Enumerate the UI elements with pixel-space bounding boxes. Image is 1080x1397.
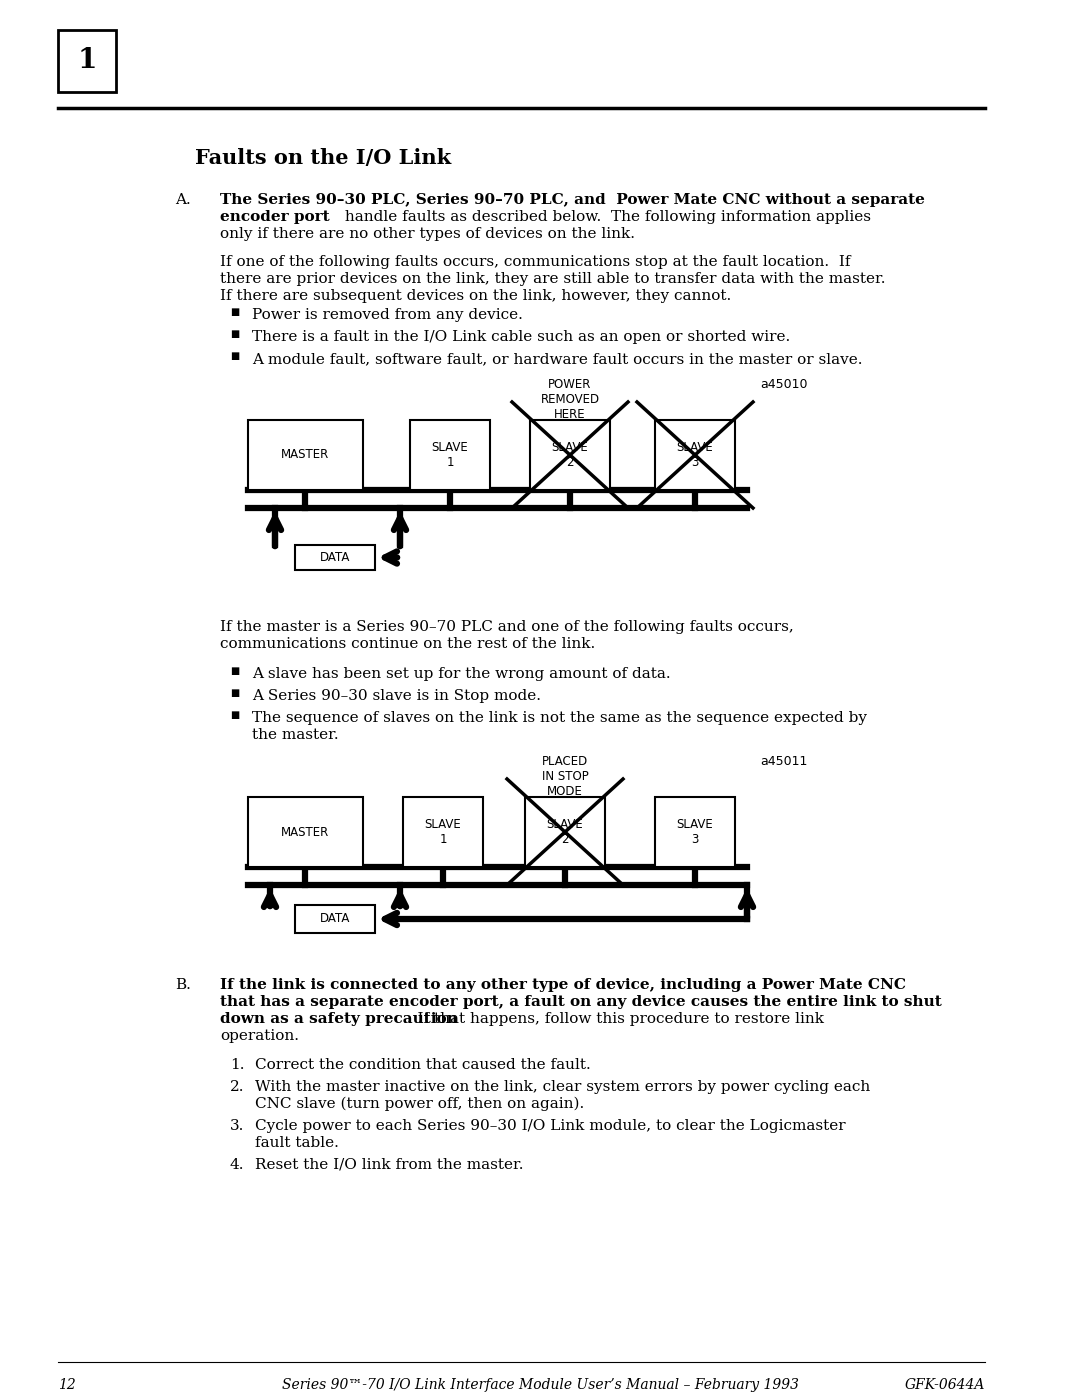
Text: A Series 90–30 slave is in Stop mode.: A Series 90–30 slave is in Stop mode.	[252, 689, 541, 703]
Text: A slave has been set up for the wrong amount of data.: A slave has been set up for the wrong am…	[252, 666, 671, 680]
Text: The sequence of slaves on the link is not the same as the sequence expected by: The sequence of slaves on the link is no…	[252, 711, 867, 725]
Bar	[295, 905, 375, 933]
Bar	[410, 420, 490, 490]
Text: PLACED
IN STOP
MODE: PLACED IN STOP MODE	[542, 754, 589, 798]
Text: If one of the following faults occurs, communications stop at the fault location: If one of the following faults occurs, c…	[220, 256, 851, 270]
Text: 3.: 3.	[230, 1119, 244, 1133]
Text: encoder port: encoder port	[220, 210, 329, 224]
Text: communications continue on the rest of the link.: communications continue on the rest of t…	[220, 637, 595, 651]
Text: ■: ■	[230, 352, 240, 360]
Text: ■: ■	[230, 307, 240, 317]
Bar	[530, 420, 610, 490]
Text: POWER
REMOVED
HERE: POWER REMOVED HERE	[540, 379, 599, 420]
Bar	[654, 798, 735, 868]
Text: down as a safety precaution: down as a safety precaution	[220, 1011, 458, 1025]
Text: ■: ■	[230, 689, 240, 698]
Bar	[654, 420, 735, 490]
Text: B.: B.	[175, 978, 191, 992]
Text: SLAVE
3: SLAVE 3	[677, 819, 714, 847]
Text: Series 90™-70 I/O Link Interface Module User’s Manual – February 1993: Series 90™-70 I/O Link Interface Module …	[282, 1377, 798, 1391]
Text: With the master inactive on the link, clear system errors by power cycling each: With the master inactive on the link, cl…	[255, 1080, 870, 1094]
Text: DATA: DATA	[320, 550, 350, 564]
Text: SLAVE
1: SLAVE 1	[432, 441, 469, 469]
Text: Reset the I/O link from the master.: Reset the I/O link from the master.	[255, 1158, 524, 1172]
Text: If there are subsequent devices on the link, however, they cannot.: If there are subsequent devices on the l…	[220, 289, 731, 303]
Text: fault table.: fault table.	[255, 1136, 339, 1150]
Text: SLAVE
2: SLAVE 2	[552, 441, 589, 469]
Text: operation.: operation.	[220, 1030, 299, 1044]
Text: MASTER: MASTER	[281, 826, 329, 838]
Bar	[58, 29, 116, 92]
Text: DATA: DATA	[320, 912, 350, 925]
Text: SLAVE
2: SLAVE 2	[546, 819, 583, 847]
Text: Cycle power to each Series 90–30 I/O Link module, to clear the Logicmaster: Cycle power to each Series 90–30 I/O Lin…	[255, 1119, 846, 1133]
Text: SLAVE
3: SLAVE 3	[677, 441, 714, 469]
Text: Power is removed from any device.: Power is removed from any device.	[252, 307, 523, 321]
Text: Faults on the I/O Link: Faults on the I/O Link	[195, 148, 451, 168]
Text: If the master is a Series 90–70 PLC and one of the following faults occurs,: If the master is a Series 90–70 PLC and …	[220, 620, 794, 634]
Text: ■: ■	[230, 711, 240, 719]
Text: Correct the condition that caused the fault.: Correct the condition that caused the fa…	[255, 1058, 591, 1071]
Text: CNC slave (turn power off, then on again).: CNC slave (turn power off, then on again…	[255, 1097, 584, 1112]
Text: handle faults as described below.  The following information applies: handle faults as described below. The fo…	[340, 210, 870, 224]
Text: A.: A.	[175, 193, 191, 207]
Text: the master.: the master.	[252, 728, 339, 742]
Bar	[247, 798, 363, 868]
Bar	[247, 420, 363, 490]
Text: GFK-0644A: GFK-0644A	[905, 1377, 985, 1391]
Text: that has a separate encoder port, a fault on any device causes the entire link t: that has a separate encoder port, a faul…	[220, 995, 942, 1009]
Bar	[295, 545, 375, 570]
Text: 12: 12	[58, 1377, 76, 1391]
Text: MASTER: MASTER	[281, 448, 329, 461]
Text: ■: ■	[230, 666, 240, 676]
Text: The Series 90–30 PLC, Series 90–70 PLC, and  Power Mate CNC without a separate: The Series 90–30 PLC, Series 90–70 PLC, …	[220, 193, 924, 207]
Text: 2.: 2.	[230, 1080, 244, 1094]
Text: SLAVE
1: SLAVE 1	[424, 819, 461, 847]
Bar	[403, 798, 483, 868]
Text: ■: ■	[230, 330, 240, 339]
Bar	[525, 798, 605, 868]
Text: only if there are no other types of devices on the link.: only if there are no other types of devi…	[220, 226, 635, 242]
Text: .  If that happens, follow this procedure to restore link: . If that happens, follow this procedure…	[403, 1011, 824, 1025]
Text: 1: 1	[78, 47, 97, 74]
Text: If the link is connected to any other type of device, including a Power Mate CNC: If the link is connected to any other ty…	[220, 978, 906, 992]
Text: there are prior devices on the link, they are still able to transfer data with t: there are prior devices on the link, the…	[220, 272, 886, 286]
Text: A module fault, software fault, or hardware fault occurs in the master or slave.: A module fault, software fault, or hardw…	[252, 352, 863, 366]
Text: a45011: a45011	[760, 754, 808, 768]
Text: a45010: a45010	[760, 379, 808, 391]
Text: There is a fault in the I/O Link cable such as an open or shorted wire.: There is a fault in the I/O Link cable s…	[252, 330, 791, 344]
Text: 4.: 4.	[230, 1158, 244, 1172]
Text: 1.: 1.	[230, 1058, 244, 1071]
